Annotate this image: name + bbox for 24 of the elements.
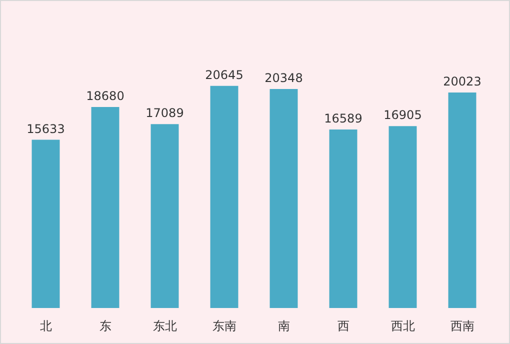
x-tick-label: 北	[40, 319, 52, 333]
data-label: 17089	[146, 106, 184, 120]
data-label: 20348	[264, 71, 303, 86]
data-label: 15633	[26, 122, 65, 136]
bar	[448, 92, 476, 308]
x-tick-label: 东北	[152, 319, 177, 333]
data-label: 16589	[324, 112, 362, 126]
x-tick-label: 南	[278, 319, 290, 333]
data-label: 20645	[205, 68, 244, 82]
data-label: 20023	[443, 74, 482, 89]
bar	[270, 89, 298, 308]
bar	[329, 130, 358, 308]
data-label: 18680	[86, 89, 124, 104]
x-tick-label: 西	[337, 319, 350, 333]
x-tick-label: 西北	[390, 319, 415, 333]
x-tick-label: 西南	[450, 319, 474, 333]
data-label: 16905	[384, 108, 422, 122]
bar	[150, 124, 179, 308]
bar	[91, 107, 120, 308]
x-tick-label: 东南	[212, 319, 236, 333]
bar	[32, 140, 60, 308]
bar	[210, 86, 238, 308]
bar	[388, 126, 417, 308]
x-tick-label: 东	[99, 319, 112, 333]
